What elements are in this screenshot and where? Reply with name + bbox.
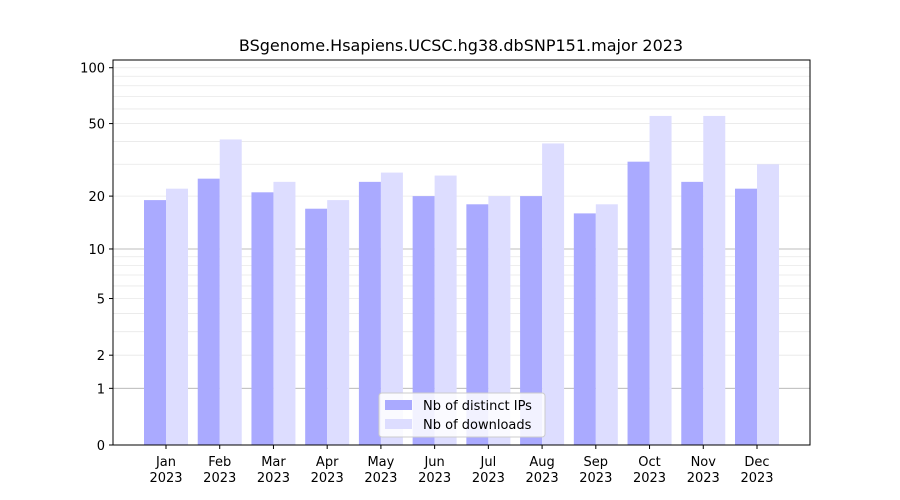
y-tick-label: 5	[97, 293, 105, 308]
bar-downloads	[703, 115, 726, 445]
y-tick-label: 20	[88, 190, 105, 205]
x-tick-label-month: Nov	[691, 455, 717, 470]
x-tick-label-year: 2023	[579, 471, 612, 486]
bar-distinct-ips	[627, 161, 650, 445]
x-tick-label-month: Dec	[744, 455, 769, 470]
bar-distinct-ips	[144, 200, 166, 445]
x-tick-label-month: Aug	[529, 455, 554, 470]
bar-downloads	[757, 164, 779, 445]
y-tick-label: 50	[88, 118, 105, 133]
x-tick-label-year: 2023	[526, 471, 559, 486]
x-tick-label-year: 2023	[203, 471, 236, 486]
bars	[144, 115, 779, 446]
x-tick-label-month: Sep	[584, 455, 609, 470]
bar-downloads	[542, 143, 565, 445]
bar-downloads	[327, 200, 350, 445]
legend-label: Nb of distinct IPs	[423, 399, 532, 414]
bar-distinct-ips	[197, 178, 220, 445]
bar-distinct-ips	[520, 196, 543, 445]
bar-downloads	[595, 204, 618, 445]
x-tick-label-month: May	[367, 455, 394, 470]
bar-distinct-ips	[412, 196, 435, 445]
bar-distinct-ips	[573, 213, 596, 445]
bar-downloads	[434, 175, 457, 445]
x-tick-label-year: 2023	[687, 471, 720, 486]
x-tick-label-month: Mar	[261, 455, 286, 470]
legend-swatch	[385, 400, 412, 410]
legend-swatch	[385, 419, 412, 429]
bar-downloads	[166, 188, 188, 445]
bar-distinct-ips	[358, 181, 381, 446]
legend-label: Nb of downloads	[423, 418, 532, 433]
bar-downloads	[488, 196, 511, 445]
x-axis: Jan2023Feb2023Mar2023Apr2023May2023Jun20…	[149, 445, 774, 486]
y-tick-label: 1	[97, 382, 105, 397]
x-tick-label-year: 2023	[364, 471, 397, 486]
bar-downloads	[273, 181, 296, 446]
x-tick-label-year: 2023	[257, 471, 290, 486]
bar-distinct-ips	[681, 181, 704, 446]
y-tick-label: 100	[80, 62, 105, 77]
bar-downloads	[219, 139, 242, 445]
bar-distinct-ips	[251, 192, 274, 445]
y-tick-label: 0	[97, 439, 105, 454]
x-tick-label-month: Feb	[208, 455, 231, 470]
x-tick-label-year: 2023	[633, 471, 666, 486]
y-axis: 0 1 2 5 10 20 50 100	[80, 62, 113, 454]
bar-downloads	[380, 172, 403, 445]
x-tick-label-month: Oct	[638, 455, 660, 470]
x-tick-label-year: 2023	[740, 471, 773, 486]
y-tick-label: 10	[88, 243, 105, 258]
x-tick-label-month: Jun	[423, 455, 444, 470]
bar-distinct-ips	[466, 204, 489, 445]
x-tick-label-month: Apr	[316, 455, 339, 470]
bar-distinct-ips	[305, 208, 328, 445]
x-tick-label-year: 2023	[311, 471, 344, 486]
x-tick-label-month: Jul	[480, 455, 497, 470]
x-tick-label-year: 2023	[472, 471, 505, 486]
x-tick-label-year: 2023	[149, 471, 182, 486]
bar-downloads	[649, 115, 672, 445]
chart-title: BSgenome.Hsapiens.UCSC.hg38.dbSNP151.maj…	[239, 36, 683, 55]
legend: Nb of distinct IPs Nb of downloads	[378, 392, 546, 438]
x-tick-label-year: 2023	[418, 471, 451, 486]
x-tick-label-month: Jan	[155, 455, 176, 470]
bar-distinct-ips	[735, 188, 757, 445]
legend-box	[378, 392, 546, 438]
plot-frame	[112, 59, 811, 446]
y-tick-label: 2	[97, 349, 105, 364]
